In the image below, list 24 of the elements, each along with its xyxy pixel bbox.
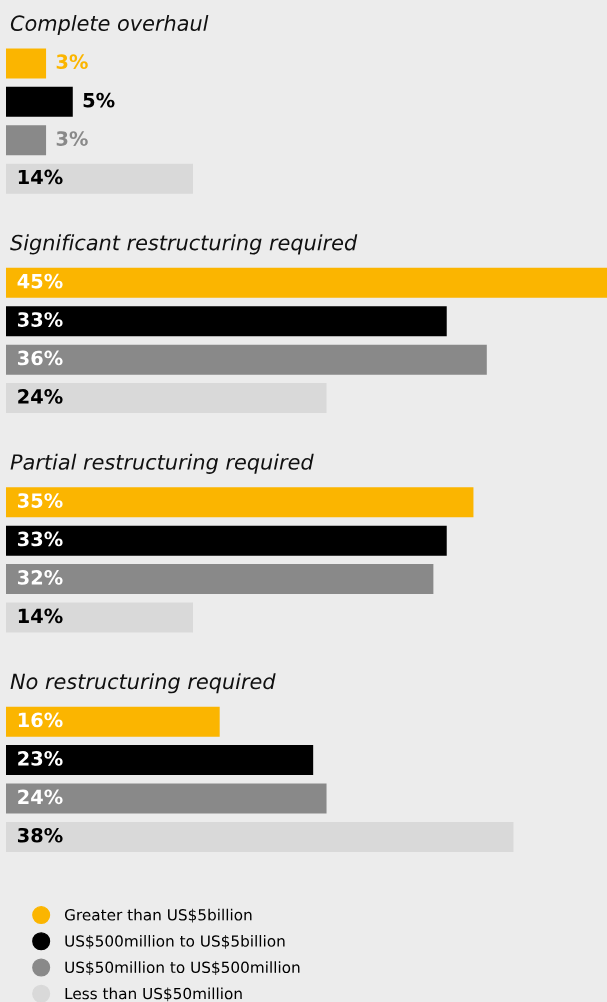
y-tick-label: Partial restructuring required [10, 453, 314, 474]
data-label: 32% [17, 570, 63, 585]
y-tick-label: Complete overhaul [10, 14, 209, 36]
data-label: 5% [83, 92, 115, 108]
y-tick-label: No restructuring required [10, 673, 276, 694]
data-label: 24% [18, 389, 63, 404]
data-label: 3% [56, 54, 88, 70]
data-label: 45% [17, 273, 63, 289]
data-label: 23% [18, 751, 63, 766]
data-label: 3% [56, 131, 88, 146]
data-label: 35% [17, 493, 63, 508]
data-label: 38% [17, 827, 63, 843]
data-label: 14% [18, 608, 63, 624]
data-label: 33% [17, 312, 63, 327]
legend-label: US$50million to US$500million [65, 961, 300, 976]
data-label: 36% [17, 350, 63, 366]
data-label: 24% [18, 789, 63, 805]
legend-label: US$500million to US$5billion [65, 934, 285, 949]
legend-label: Greater than US$5billion [64, 908, 252, 923]
data-label: 14% [18, 169, 63, 185]
legend-label: Less than US$50million [65, 987, 242, 1002]
data-label: 33% [17, 531, 63, 547]
y-tick-label: Significant restructuring required [10, 234, 358, 255]
data-label: 16% [18, 712, 63, 728]
